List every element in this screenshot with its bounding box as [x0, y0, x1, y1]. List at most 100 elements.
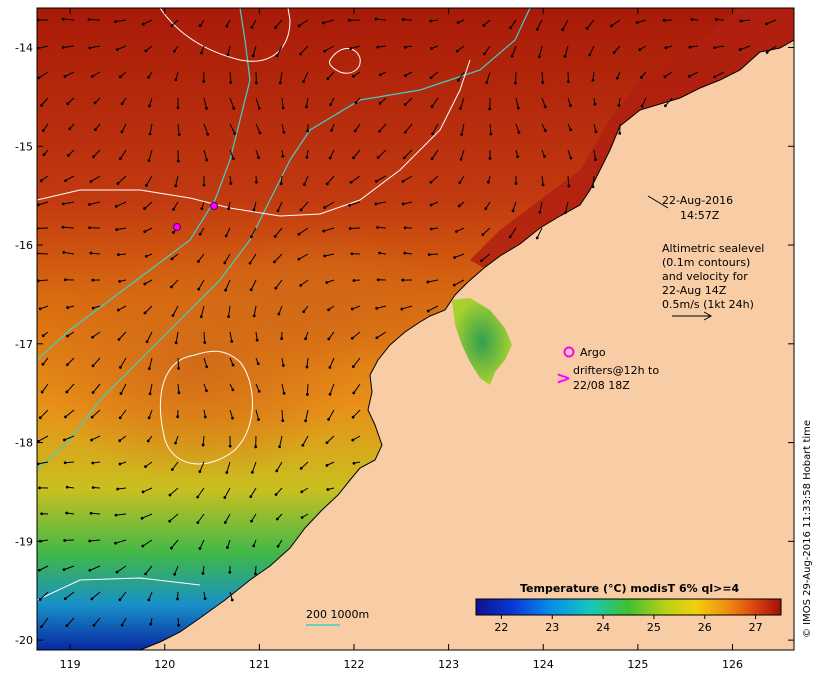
velocity-arrow-head	[120, 102, 124, 106]
velocity-arrow	[252, 45, 257, 56]
velocity-arrow	[229, 123, 236, 134]
velocity-arrow	[509, 227, 517, 238]
velocity-arrow	[118, 305, 127, 311]
velocity-arrow-head	[37, 462, 40, 466]
velocity-arrow-head	[488, 107, 492, 111]
velocity-arrow	[404, 123, 413, 133]
velocity-arrow-head	[91, 364, 95, 368]
velocity-arrow-head	[115, 570, 119, 574]
velocity-arrow-head	[176, 597, 179, 601]
velocity-arrow-head	[65, 390, 69, 394]
velocity-arrow	[427, 305, 439, 312]
velocity-arrow-head	[63, 597, 67, 601]
bathymetry-1000m-contour	[37, 8, 531, 471]
velocity-arrow-head	[376, 278, 380, 282]
velocity-arrow-head	[38, 416, 42, 420]
velocity-arrow	[119, 591, 127, 600]
velocity-arrow	[117, 175, 127, 184]
velocity-arrow-head	[456, 78, 460, 82]
velocity-arrow-head	[376, 45, 380, 49]
velocity-arrow	[39, 565, 49, 571]
velocity-arrow-head	[223, 521, 227, 524]
velocity-arrow-head	[615, 76, 619, 80]
velocity-arrow-head	[617, 104, 621, 107]
velocity-arrow-head	[585, 27, 589, 30]
velocity-arrow-head	[460, 133, 464, 136]
velocity-arrow-head	[328, 392, 332, 396]
velocity-arrow	[302, 435, 309, 446]
velocity-arrow-head	[322, 229, 326, 233]
velocity-arrow-head	[509, 26, 513, 30]
velocity-arrow	[38, 461, 49, 465]
velocity-arrow-head	[37, 203, 40, 207]
velocity-arrow-head	[118, 280, 121, 283]
velocity-arrow	[714, 45, 725, 49]
velocity-arrow-head	[688, 45, 692, 49]
velocity-arrow-head	[257, 390, 261, 393]
velocity-arrow	[116, 565, 127, 573]
velocity-arrow-head	[115, 228, 119, 232]
velocity-arrow-head	[403, 45, 407, 49]
velocity-arrow	[119, 357, 127, 368]
velocity-arrow-head	[353, 129, 357, 133]
velocity-arrow-head	[144, 572, 148, 576]
velocity-arrow-head	[37, 18, 40, 22]
colorbar-ticks: 22 23 24 25 26 27	[494, 615, 763, 634]
lon-tick-label: 123	[438, 658, 459, 671]
velocity-arrow	[592, 175, 595, 187]
velocity-arrow-head	[115, 48, 119, 51]
velocity-arrow	[63, 226, 75, 229]
velocity-arrow	[37, 252, 49, 255]
velocity-arrow-head	[305, 393, 309, 396]
velocity-arrow	[117, 487, 127, 490]
velocity-arrow-head	[569, 104, 572, 107]
velocity-arrow	[115, 539, 127, 544]
velocity-arrow-head	[481, 233, 485, 236]
contour-legend-label: 200 1000m	[306, 608, 369, 621]
velocity-arrow	[714, 71, 725, 78]
velocity-arrow	[328, 331, 335, 340]
lat-tick-label: -14	[15, 42, 33, 55]
velocity-arrow-head	[90, 438, 94, 442]
velocity-arrow-head	[148, 132, 152, 136]
velocity-arrow-head	[65, 624, 69, 628]
velocity-arrow-head	[351, 365, 355, 368]
velocity-arrow-head	[233, 132, 237, 135]
velocity-arrow-head	[141, 22, 145, 26]
velocity-arrow-head	[230, 598, 234, 602]
velocity-arrow-head	[256, 362, 260, 366]
velocity-arrow-head	[564, 211, 567, 215]
sealevel-contour-2	[159, 350, 253, 465]
lat-tick-label: -19	[15, 535, 33, 548]
velocity-arrow-head	[117, 337, 121, 341]
velocity-arrow-head	[114, 205, 118, 208]
velocity-arrow	[64, 435, 75, 441]
velocity-arrow	[281, 97, 284, 109]
velocity-arrow	[766, 19, 777, 25]
velocity-arrow-head	[563, 54, 567, 58]
velocity-arrow-head	[143, 282, 147, 286]
velocity-arrow-head	[170, 285, 173, 289]
velocity-arrow-head	[148, 392, 152, 396]
velocity-arrow	[197, 513, 205, 523]
velocity-arrow-head	[143, 207, 146, 210]
velocity-arrow-head	[64, 179, 67, 182]
velocity-arrow-head	[174, 78, 178, 82]
velocity-arrow-head	[274, 286, 278, 290]
bathymetry-200m-contour	[37, 8, 251, 361]
lat-tick-label: -17	[15, 338, 33, 351]
velocity-arrow	[300, 461, 309, 469]
velocity-arrow	[306, 97, 309, 107]
lon-tick-label: 122	[343, 658, 364, 671]
velocity-arrow	[564, 45, 569, 57]
velocity-arrow-head	[249, 495, 253, 498]
velocity-arrow-head	[352, 156, 355, 160]
velocity-arrow	[350, 45, 361, 49]
velocity-arrow	[174, 565, 179, 575]
velocity-arrow-head	[147, 598, 151, 602]
velocity-arrow	[229, 97, 235, 109]
velocity-arrow	[486, 71, 491, 83]
velocity-arrow-head	[459, 106, 462, 110]
velocity-arrow-head	[401, 278, 405, 282]
velocity-arrow	[116, 201, 127, 207]
